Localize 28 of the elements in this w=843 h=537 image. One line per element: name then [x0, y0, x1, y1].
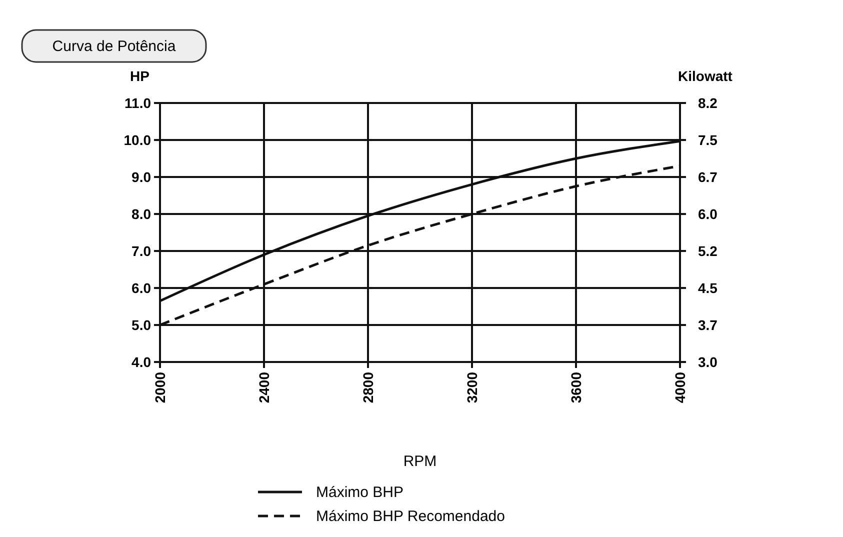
- y-tick-label: 11.0: [124, 95, 152, 111]
- chart-title: Curva de Potência: [52, 38, 176, 55]
- y2-tick-label: 3.7: [698, 316, 718, 333]
- y-tick-label: 6.0: [132, 280, 152, 296]
- y2-tick-label: 5.2: [698, 242, 718, 259]
- y2-tick-label: 6.0: [698, 206, 718, 222]
- x-tick-label: 2000: [152, 372, 168, 404]
- y-tick-label: 9.0: [132, 169, 152, 185]
- y-tick-label: 5.0: [132, 317, 152, 333]
- x-tick-label: 2800: [360, 372, 376, 404]
- y-tick-label: 8.0: [132, 206, 152, 222]
- y-axis-title: HP: [130, 68, 150, 84]
- y2-tick-label: 8.2: [698, 95, 718, 111]
- x-tick-label: 3200: [464, 372, 480, 404]
- y2-tick-label: 4.5: [698, 280, 718, 296]
- x-tick-label: 2400: [256, 372, 272, 404]
- y2-tick-label: 3.0: [698, 354, 718, 370]
- y-tick-label: 4.0: [132, 354, 152, 370]
- y-tick-label: 10.0: [124, 132, 152, 148]
- y2-tick-label: 7.5: [698, 132, 718, 148]
- y2-tick-label: 6.7: [698, 169, 718, 186]
- legend-label: Máximo BHP Recomendado: [316, 508, 505, 525]
- x-axis-title: RPM: [403, 453, 437, 470]
- legend-label: Máximo BHP: [316, 484, 404, 501]
- y-tick-label: 7.0: [132, 243, 152, 259]
- x-tick-label: 3600: [568, 372, 584, 404]
- x-tick-label: 4000: [672, 372, 688, 404]
- y2-axis-title: Kilowatt: [678, 68, 733, 84]
